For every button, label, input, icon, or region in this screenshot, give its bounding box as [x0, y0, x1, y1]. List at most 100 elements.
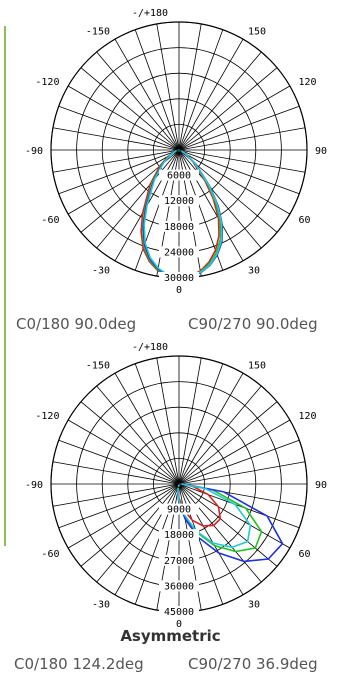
radial-tick-label: 12000 [164, 196, 194, 207]
grid-spoke [156, 23, 180, 151]
angle-label: -30 [92, 600, 110, 611]
radial-tick-label: 18000 [164, 530, 194, 541]
radial-tick-bg [159, 503, 199, 515]
grid-spoke [178, 149, 291, 215]
grid-spoke [156, 357, 180, 485]
angle-label: 90 [315, 146, 327, 157]
grid-spoke [114, 38, 180, 151]
grid-spoke [67, 149, 180, 215]
radial-tick-label: 18000 [164, 222, 194, 233]
grid-spoke [52, 461, 180, 485]
grid-spoke [80, 67, 180, 151]
radial-tick-label: 30000 [164, 273, 194, 284]
angle-label: 150 [248, 360, 266, 371]
angle-label: -30 [92, 266, 110, 277]
grid-spoke [178, 483, 300, 529]
grid-spoke [178, 38, 244, 151]
grid-spoke [178, 363, 224, 485]
series-curve-2 [141, 149, 222, 279]
grid-spoke [96, 483, 180, 583]
grid-spoke [178, 439, 300, 485]
grid-spoke [178, 385, 262, 485]
grid-spoke [134, 363, 180, 485]
bottom-label: 0 [176, 285, 182, 296]
radial-tick-bg [159, 272, 199, 283]
grid-spoke [80, 401, 180, 485]
grid-spoke [178, 357, 202, 485]
caption-c0-180-bottom: C0/180 124.2deg [14, 655, 144, 673]
grid-spoke [58, 483, 180, 529]
grid-spoke [178, 127, 306, 151]
angle-label: 60 [299, 549, 311, 560]
grid-spoke [178, 29, 224, 151]
grid-spoke [67, 419, 180, 485]
angle-label: 30 [248, 600, 260, 611]
radial-tick-bg [159, 220, 199, 232]
series-curve-1 [140, 149, 220, 279]
series-curve-3 [176, 483, 284, 563]
grid-spoke [178, 85, 291, 151]
caption-c0-180-top: C0/180 90.0deg [16, 315, 137, 333]
polar-chart-bottom: -/+180 150 120 90 60 30 -150 -120 -90 -60 -30 0 9000… [25, 342, 327, 630]
caption-c90-270-top: C90/270 90.0deg [188, 315, 318, 333]
caption-c90-270-bottom: C90/270 36.9deg [188, 655, 318, 673]
grid-spoke [58, 149, 180, 195]
angle-label: 30 [248, 266, 260, 277]
radial-tick-label: 36000 [164, 581, 194, 592]
angle-label: -120 [35, 77, 59, 88]
grid-spoke [80, 483, 180, 567]
grid-spoke [178, 483, 291, 549]
grid-spoke [52, 127, 180, 151]
angle-label: -120 [35, 411, 59, 422]
grid-spoke [96, 51, 180, 151]
accent-line [4, 26, 6, 546]
grid-spoke [178, 483, 244, 596]
radial-tick-bg [159, 246, 199, 258]
grid-spoke [52, 149, 180, 173]
series-curve-4 [177, 483, 252, 548]
grid-spoke [178, 483, 278, 567]
center-label: 0 [176, 146, 182, 157]
grid-spoke [96, 385, 180, 485]
grid-spoke [178, 372, 244, 485]
radial-tick-bg [159, 195, 199, 207]
grid-spoke [178, 149, 262, 249]
grid-spoke [178, 149, 244, 262]
angle-label: 120 [299, 77, 317, 88]
grid-spoke [114, 372, 180, 485]
grid-spoke [52, 483, 180, 507]
center-label: 0 [176, 480, 182, 491]
grid-spoke [178, 149, 300, 195]
grid-spoke [178, 105, 300, 151]
asymmetric-label: Asymmetric [120, 627, 221, 645]
grid-spoke [58, 439, 180, 485]
grid-spoke [178, 419, 291, 485]
angle-label: -/+180 [132, 342, 168, 353]
radial-tick-bg [159, 169, 199, 181]
radial-tick-label: 45000 [164, 607, 194, 618]
radial-tick-label: 27000 [164, 556, 194, 567]
grid-spoke [67, 85, 180, 151]
radial-tick-label: 6000 [167, 171, 191, 182]
radial-tick-bg [159, 554, 199, 566]
angle-label: -60 [41, 549, 59, 560]
angle-label: 150 [248, 26, 266, 37]
angle-label: 120 [299, 411, 317, 422]
grid-spoke [114, 483, 180, 596]
grid-spoke [178, 149, 306, 173]
grid-spoke [178, 461, 306, 485]
grid-spoke [178, 401, 278, 485]
grid-spoke [58, 105, 180, 151]
bottom-label: 0 [176, 619, 182, 630]
grid-spoke [178, 67, 278, 151]
angle-label: -90 [25, 146, 43, 157]
radial-tick-bg [159, 580, 199, 592]
grid-spoke [178, 483, 262, 583]
radial-tick-bg [159, 529, 199, 541]
angle-label: -60 [41, 215, 59, 226]
angle-label: 90 [315, 480, 327, 491]
grid-spoke [134, 29, 180, 151]
grid-spoke [67, 483, 180, 549]
polar-chart-top: -/+180 150 120 90 60 30 -150 -120 -90 -60 -30 0 6000… [25, 8, 327, 296]
angle-label: -150 [86, 26, 110, 37]
